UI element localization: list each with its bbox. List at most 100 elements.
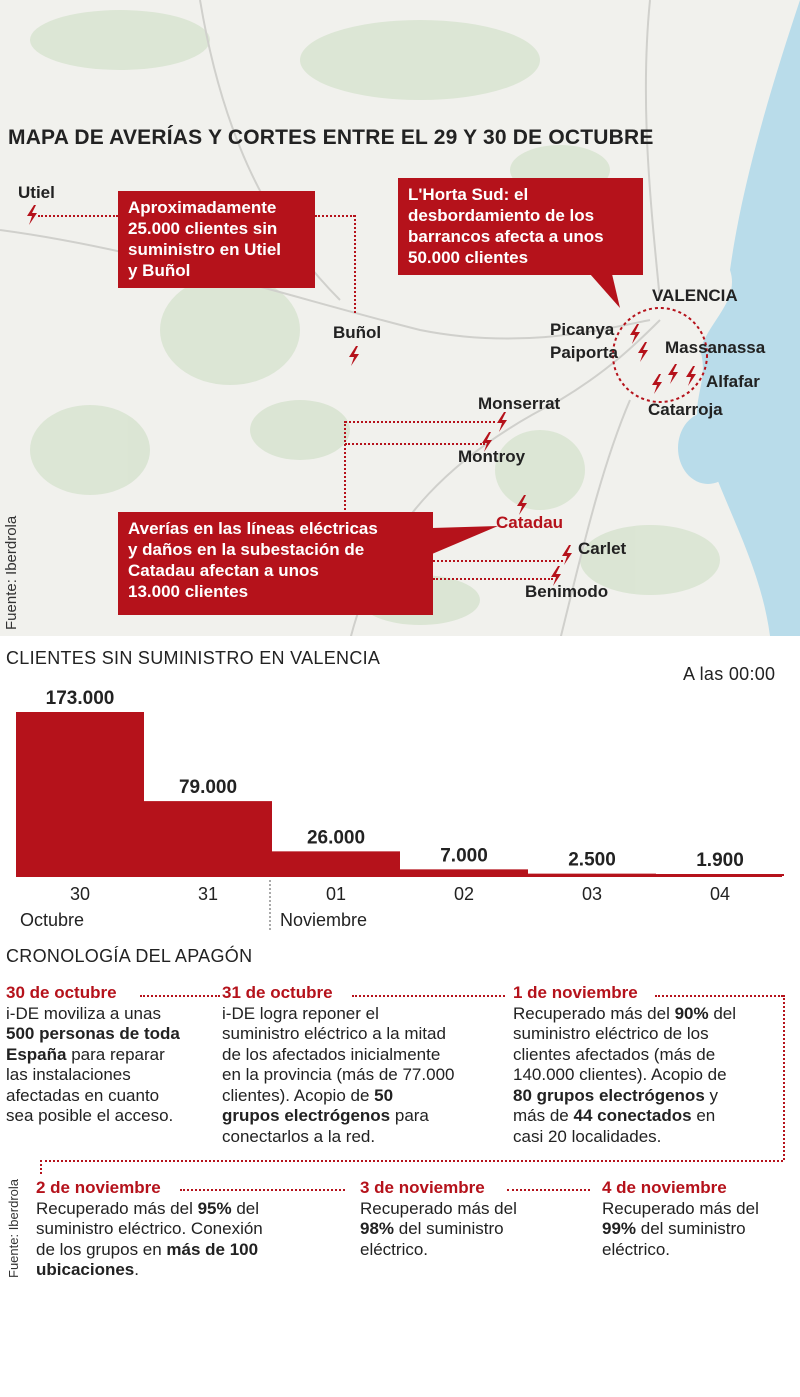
timeline-entry: 4 de noviembre Recuperado más del 99% del … <box>602 1178 759 1260</box>
timeline-date: 30 de octubre <box>6 983 117 1002</box>
timeline-text-line: 98% del suministro <box>360 1219 504 1238</box>
timeline-entry: 2 de noviembre Recuperado más del 95% del… <box>36 1178 263 1281</box>
timeline-text-line: 500 personas de toda <box>6 1024 180 1043</box>
place-utiel: Utiel <box>18 183 55 202</box>
timeline-connector <box>40 1160 783 1162</box>
place-massanassa: Massanassa <box>665 338 766 357</box>
x-tick-label: 01 <box>326 884 346 904</box>
bar-03 <box>528 873 656 876</box>
callout-line: barrancos afecta a unos <box>408 227 604 246</box>
place-valencia: VALENCIA <box>652 286 738 305</box>
month-label: Octubre <box>20 910 84 930</box>
bar-value-label: 26.000 <box>307 827 365 848</box>
place-paiporta: Paiporta <box>550 343 619 362</box>
place-carlet: Carlet <box>578 539 627 558</box>
timeline-connector <box>40 1160 42 1174</box>
bar-31 <box>144 801 272 876</box>
callout-line: Catadau afectan a unos <box>128 561 319 580</box>
connector-monserrat-vertical <box>344 421 346 514</box>
lightning-icon <box>349 346 359 366</box>
lightning-icon <box>482 432 492 452</box>
place-catadau: Catadau <box>496 513 564 532</box>
connector-benimodo <box>433 578 553 580</box>
chart-note: A las 00:00 <box>683 664 776 684</box>
callout-horta-sud: L'Horta Sud: el desbordamiento de los ba… <box>398 178 643 275</box>
month-label: Noviembre <box>280 910 367 930</box>
connector-utiel <box>38 215 118 217</box>
bar-value-label: 173.000 <box>46 690 115 709</box>
x-tick-label: 30 <box>70 884 90 904</box>
timeline-entry: 31 de octubre i-DE logra reponer el sumini… <box>222 983 454 1147</box>
timeline-entry: 3 de noviembre Recuperado más del 98% del … <box>360 1178 517 1260</box>
lightning-icon <box>27 205 37 225</box>
timeline-text-line: 140.000 clientes). Acopio de <box>513 1065 727 1084</box>
x-tick-label: 04 <box>710 884 730 904</box>
lightning-icon <box>551 566 561 586</box>
callout-line: 50.000 clientes <box>408 248 529 267</box>
callout-line: Averías en las líneas eléctricas <box>128 519 378 538</box>
timeline-text-line: Recuperado más del <box>360 1198 517 1218</box>
connector-montroy <box>345 443 485 445</box>
timeline-text-line: eléctrico. <box>602 1239 671 1259</box>
timeline-text-line: las instalaciones <box>6 1065 131 1084</box>
lightning-icon <box>497 412 507 432</box>
callout-line: y daños en la subestación de <box>128 540 365 559</box>
bar-01 <box>272 851 400 876</box>
timeline-text-line: suministro eléctrico a la mitad <box>222 1024 446 1043</box>
callout-catadau: Averías en las líneas eléctricas y daños… <box>118 512 433 615</box>
connector-monserrat <box>345 421 495 423</box>
timeline-text-line: Recuperado más del 90% del <box>513 1003 737 1023</box>
callout-catadau-pointer <box>432 526 498 554</box>
bar-02 <box>400 869 528 876</box>
timeline-text-line: conectarlos a la red. <box>222 1126 376 1146</box>
callout-line: Aproximadamente <box>128 198 277 217</box>
timeline-text-line: de los grupos en más de 100 <box>36 1239 259 1259</box>
callout-line: 25.000 clientes sin <box>128 219 278 238</box>
place-catarroja: Catarroja <box>648 400 723 419</box>
timeline-text-line: suministro eléctrico de los <box>513 1024 709 1043</box>
place-benimodo: Benimodo <box>525 582 609 601</box>
timeline-text-line: España para reparar <box>6 1044 165 1064</box>
timeline-text-line: i-DE moviliza a unas <box>6 1003 161 1023</box>
chart-title: CLIENTES SIN SUMINISTRO EN VALENCIA <box>6 648 381 668</box>
lightning-icon <box>630 324 640 344</box>
timeline-text-line: suministro eléctrico. Conexión <box>36 1219 263 1238</box>
x-tick-label: 31 <box>198 884 218 904</box>
timeline-text-line: Recuperado más del 95% del <box>36 1198 260 1218</box>
timeline-text-line: 80 grupos electrógenos y <box>513 1085 719 1105</box>
timeline-text-line: 99% del suministro <box>602 1219 746 1238</box>
timeline-connector <box>140 995 220 997</box>
bar-value-label: 7.000 <box>440 845 488 866</box>
timeline-date: 3 de noviembre <box>360 1178 485 1197</box>
bar-value-label: 2.500 <box>568 850 616 871</box>
timeline-date: 1 de noviembre <box>513 983 638 1002</box>
callout-line: suministro en Utiel <box>128 240 282 259</box>
timeline-entry: 1 de noviembre Recuperado más del 90% del… <box>513 983 736 1147</box>
bar-value-label: 79.000 <box>179 777 237 798</box>
map-source: Fuente: Iberdrola <box>3 515 20 630</box>
connector-carlet <box>433 560 563 562</box>
timeline-title: CRONOLOGÍA DEL APAGÓN <box>6 946 253 966</box>
bar-value-label: 1.900 <box>696 850 744 871</box>
timeline-connector <box>783 995 785 1160</box>
timeline-text-line: Recuperado más del <box>602 1198 759 1218</box>
place-bunol: Buñol <box>333 323 382 342</box>
callout-line: 13.000 clientes <box>128 582 249 601</box>
connector-bunol-top <box>315 215 355 217</box>
timeline-connector <box>352 995 505 997</box>
timeline-text-line: grupos electrógenos para <box>222 1106 429 1125</box>
map-title: MAPA DE AVERÍAS Y CORTES ENTRE EL 29 Y 3… <box>8 126 654 149</box>
timeline-text-line: i-DE logra reponer el <box>222 1003 379 1023</box>
x-tick-label: 02 <box>454 884 474 904</box>
lightning-icon <box>668 364 678 384</box>
timeline-text-line: ubicaciones. <box>36 1260 139 1279</box>
timeline-text-line: más de 44 conectados en <box>513 1106 716 1125</box>
timeline-text-line: clientes afectados (más de <box>513 1044 716 1064</box>
callout-line: L'Horta Sud: el <box>408 185 529 204</box>
place-monserrat: Monserrat <box>478 394 561 413</box>
map-section: MAPA DE AVERÍAS Y CORTES ENTRE EL 29 Y 3… <box>0 0 800 636</box>
place-picanya: Picanya <box>550 320 615 339</box>
timeline-text-line: casi 20 localidades. <box>513 1126 662 1146</box>
timeline-text-line: de los afectados inicialmente <box>222 1044 441 1064</box>
callout-horta-pointer <box>590 274 620 308</box>
